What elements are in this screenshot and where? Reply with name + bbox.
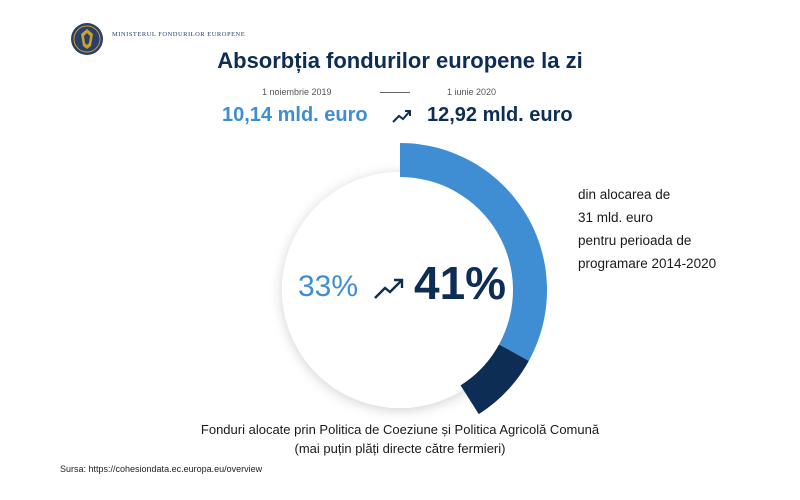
absorption-donut-chart [282, 143, 547, 415]
description-line: pentru perioada de [578, 233, 692, 248]
percent-before: 33% [298, 270, 359, 303]
coat-of-arms-icon [71, 23, 103, 55]
source-note: Sursa: https://cohesiondata.ec.europa.eu… [60, 464, 263, 474]
donut-arc-before [400, 143, 547, 361]
amount-after: 12,92 mld. euro [427, 104, 573, 126]
description-line: programare 2014-2020 [578, 256, 717, 271]
description-line: din alocarea de [578, 187, 671, 202]
chart-caption: Fonduri alocate prin Politica de Coeziun… [0, 420, 800, 458]
donut-arc-increase [460, 344, 529, 415]
page-title: Absorbția fondurilor europene la zi [217, 48, 583, 73]
amount-before: 10,14 mld. euro [222, 104, 368, 126]
allocation-description: din alocarea de 31 mld. euro pentru peri… [578, 183, 716, 275]
ministry-name: Ministerul Fondurilor Europene [112, 31, 246, 38]
donut-center-disc [282, 172, 518, 408]
caption-line-2: (mai puțin plăți directe către fermieri) [294, 441, 506, 456]
description-line: 31 mld. euro [578, 210, 654, 225]
date-divider [380, 92, 410, 93]
trending-up-icon [374, 278, 404, 299]
date-before: 1 noiembrie 2019 [262, 87, 332, 97]
caption-line-1: Fonduri alocate prin Politica de Coeziun… [200, 422, 600, 437]
percent-after: 41% [414, 257, 507, 309]
trending-up-icon [392, 110, 411, 123]
date-after: 1 iunie 2020 [447, 87, 497, 97]
